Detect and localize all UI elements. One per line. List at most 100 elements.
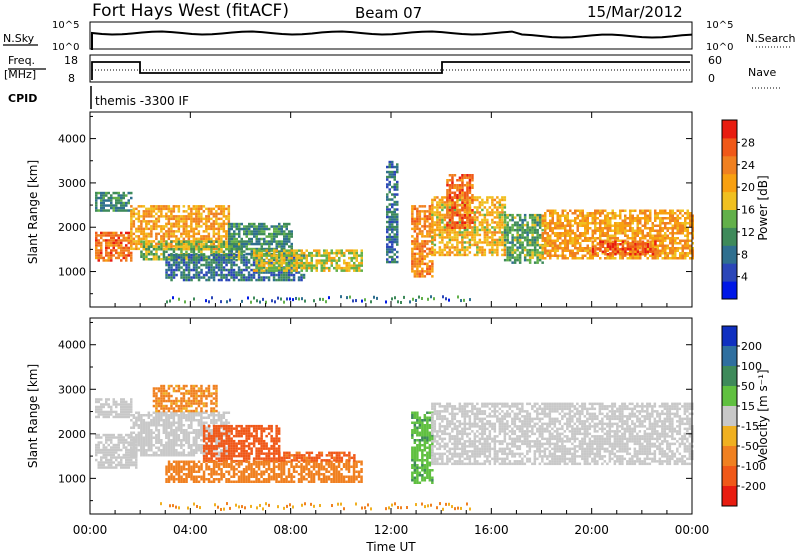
- velocity-colorbar-swatch: [722, 366, 737, 387]
- nsearch-label: N.Search: [746, 32, 796, 45]
- velocity-y-axis: 1000 2000 3000 4000: [58, 321, 692, 502]
- noise-series-line: [91, 30, 693, 50]
- x-tick-label: 12:00: [374, 523, 409, 537]
- velocity-colorbar-tick: 50: [741, 380, 755, 393]
- power-band-11: [503, 213, 544, 264]
- velocity-colorbar-swatch: [722, 386, 737, 407]
- power-band-13: [591, 240, 657, 256]
- power-ytick-label: 2000: [58, 221, 86, 234]
- power-band-5: [228, 222, 293, 256]
- velocity-band-8: [431, 402, 694, 466]
- velocity-colorbar-swatch: [722, 406, 737, 427]
- x-tick-label: 20:00: [574, 523, 609, 537]
- nave-tick-low: 0: [708, 72, 715, 85]
- velocity-ytick-label: 3000: [58, 383, 86, 396]
- power-colorbar-tick: 8: [741, 248, 748, 261]
- velocity-colorbar-label: Velocity [m s⁻¹]: [756, 369, 770, 462]
- velocity-data-bands: [95, 384, 694, 511]
- power-ytick-label: 4000: [58, 133, 86, 146]
- date-label: 15/Mar/2012: [587, 3, 683, 21]
- power-band-12: [541, 209, 694, 260]
- velocity-colorbar-swatch: [722, 346, 737, 367]
- noise-tick-high-left: 10^5: [52, 20, 79, 31]
- noise-tick-low-right: 10^0: [706, 42, 733, 53]
- freq-tick-low: 8: [68, 72, 75, 85]
- power-y-axis: 1000 2000 3000 4000: [58, 115, 692, 295]
- freq-tick-high: 18: [64, 54, 78, 67]
- velocity-band-5: [165, 460, 363, 483]
- power-band-0: [95, 231, 133, 262]
- velocity-colorbar-tick: 200: [741, 340, 762, 353]
- power-data-bands: [95, 160, 694, 304]
- power-colorbar-swatch: [722, 120, 737, 139]
- velocity-band-7: [411, 411, 434, 484]
- power-colorbar-tick: 28: [741, 136, 755, 149]
- velocity-colorbar-swatch: [722, 426, 737, 447]
- power-ground-scatter: [166, 295, 471, 304]
- power-panel: 1000 2000 3000 4000 Slant Range [km] 4 8 12 16…: [26, 111, 770, 308]
- power-colorbar: 4 8 12 16 20 24 28: [721, 119, 755, 300]
- power-band-1: [95, 191, 133, 212]
- velocity-ytick-label: 4000: [58, 339, 86, 352]
- velocity-band-2: [130, 411, 231, 457]
- velocity-colorbar-swatch: [722, 326, 737, 347]
- power-colorbar-tick: 12: [741, 226, 755, 239]
- noise-panel: N.Sky 10^5 10^0 10^5 10^0 N.Search: [3, 20, 796, 53]
- velocity-band-1: [95, 433, 138, 469]
- power-colorbar-swatch: [722, 173, 737, 193]
- x-tick-label: 04:00: [173, 523, 208, 537]
- power-band-8: [411, 205, 434, 278]
- noise-tick-high-right: 10^5: [706, 20, 733, 31]
- power-colorbar-swatch: [722, 263, 737, 282]
- power-ylabel: Slant Range [km]: [26, 160, 40, 264]
- cpid-label: CPID: [8, 92, 37, 105]
- power-colorbar-swatch: [722, 245, 737, 264]
- power-colorbar-swatch: [722, 227, 737, 246]
- power-colorbar-label: Power [dB]: [756, 175, 770, 240]
- velocity-band-6: [278, 451, 356, 462]
- x-axis-label: Time UT: [365, 540, 416, 554]
- x-tick-label: 00:00: [73, 523, 108, 537]
- power-ytick-label: 3000: [58, 177, 86, 190]
- velocity-panel: 1000 2000 3000 4000 Slant Range [km] 200 100…: [26, 317, 770, 515]
- velocity-colorbar-tick: -15: [741, 420, 759, 433]
- power-ytick-label: 1000: [58, 266, 86, 279]
- power-colorbar-swatch: [722, 155, 737, 175]
- freq-unit: [MHz]: [4, 68, 36, 81]
- velocity-ylabel: Slant Range [km]: [26, 364, 40, 468]
- power-colorbar-swatch: [722, 191, 737, 210]
- power-colorbar-tick: 16: [741, 204, 755, 217]
- velocity-colorbar-tick: -200: [741, 480, 766, 493]
- power-colorbar-swatch: [722, 137, 737, 157]
- velocity-band-0: [95, 398, 133, 419]
- velocity-ground-scatter: [160, 502, 471, 511]
- nave-label: Nave: [748, 66, 776, 79]
- velocity-colorbar-tick: 100: [741, 360, 762, 373]
- power-band-7: [386, 160, 399, 264]
- velocity-ytick-label: 2000: [58, 428, 86, 441]
- velocity-band-4: [202, 424, 281, 463]
- station-title: Fort Hays West (fitACF): [92, 1, 289, 21]
- power-colorbar-tick: 24: [741, 159, 755, 172]
- power-colorbar-swatch: [722, 209, 737, 228]
- power-band-10: [446, 174, 474, 229]
- time-x-axis: 00:00 04:00 08:00 12:00 16:00 20:00 00:00: [73, 112, 710, 537]
- velocity-colorbar-tick: -100: [741, 460, 766, 473]
- velocity-colorbar-tick: -50: [741, 440, 759, 453]
- nave-tick-high: 60: [708, 54, 722, 67]
- velocity-colorbar-tick: 15: [741, 400, 755, 413]
- velocity-colorbar: 200 100 50 15 -15 -50 -100 -200: [721, 325, 766, 507]
- x-tick-label: 08:00: [273, 523, 308, 537]
- velocity-colorbar-swatch: [722, 486, 737, 507]
- velocity-colorbar-swatch: [722, 466, 737, 487]
- velocity-colorbar-swatch: [722, 446, 737, 467]
- beam-label: Beam 07: [355, 4, 422, 22]
- x-tick-label: 00:00: [675, 523, 710, 537]
- x-tick-label: 16:00: [474, 523, 509, 537]
- velocity-band-3: [152, 384, 218, 413]
- power-band-9: [431, 196, 507, 257]
- velocity-ytick-label: 1000: [58, 472, 86, 485]
- freq-series-line: [91, 61, 690, 80]
- freq-panel: Freq. [MHz] 18 8 60 0 Nave: [4, 54, 780, 89]
